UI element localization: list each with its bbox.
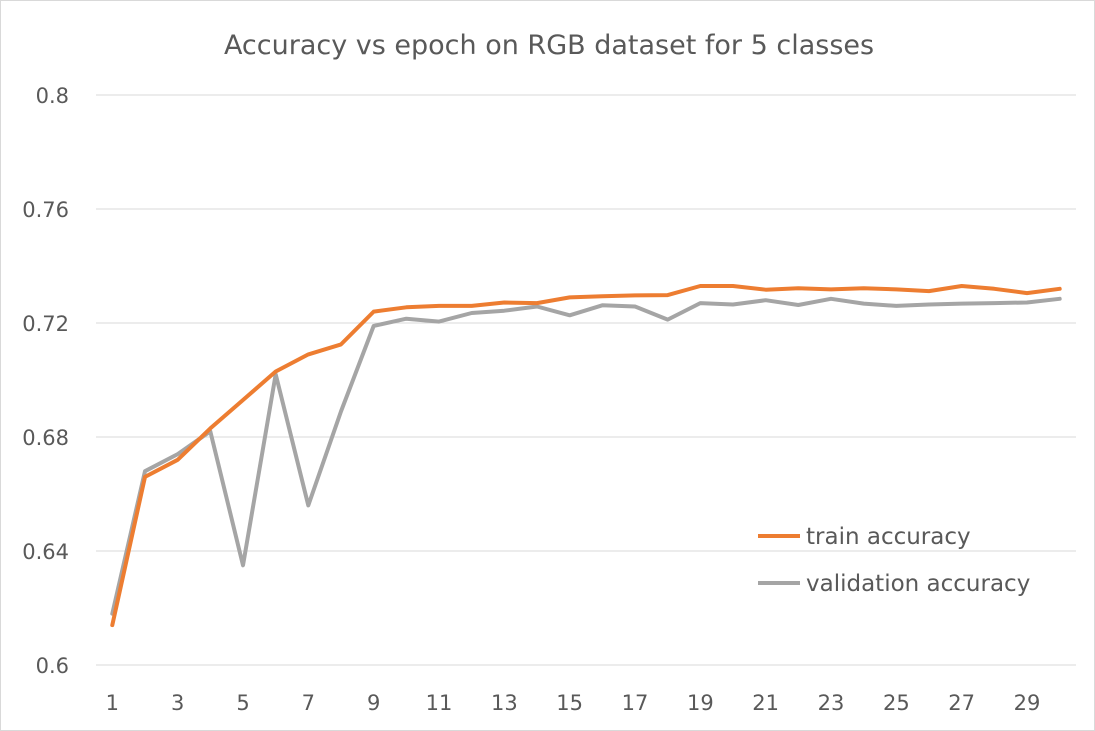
y-tick-label: 0.8	[36, 84, 69, 108]
y-tick-label: 0.64	[22, 540, 69, 564]
y-tick-label: 0.6	[36, 654, 69, 678]
x-tick-label: 13	[491, 691, 518, 715]
x-tick-label: 11	[426, 691, 453, 715]
x-tick-label: 7	[302, 691, 315, 715]
x-tick-label: 1	[106, 691, 119, 715]
legend-label-validation-accuracy: validation accuracy	[806, 571, 1030, 597]
x-tick-label: 17	[622, 691, 649, 715]
legend-label-train-accuracy: train accuracy	[806, 524, 971, 550]
y-tick-label: 0.72	[22, 312, 69, 336]
chart-title: Accuracy vs epoch on RGB dataset for 5 c…	[224, 30, 874, 61]
x-tick-label: 15	[556, 691, 583, 715]
x-axis-ticks: 1 3 5 7 9 11 13 15 17 19 21 23 25 27 29	[106, 691, 1041, 715]
x-tick-label: 9	[367, 691, 380, 715]
x-tick-label: 25	[883, 691, 910, 715]
legend: train accuracy validation accuracy	[758, 524, 1030, 597]
x-tick-label: 5	[236, 691, 249, 715]
x-tick-label: 23	[818, 691, 845, 715]
y-axis-ticks: 0.6 0.64 0.68 0.72 0.76 0.8	[22, 84, 69, 678]
x-tick-label: 21	[752, 691, 779, 715]
validation-accuracy-line	[110, 296, 1062, 616]
y-tick-label: 0.76	[22, 198, 69, 222]
x-tick-label: 29	[1014, 691, 1041, 715]
y-tick-label: 0.68	[22, 426, 69, 450]
x-tick-label: 3	[171, 691, 184, 715]
x-tick-label: 27	[948, 691, 975, 715]
gridlines	[96, 94, 1076, 666]
x-tick-label: 19	[687, 691, 714, 715]
series-lines	[110, 284, 1062, 628]
train-accuracy-line	[110, 284, 1062, 628]
